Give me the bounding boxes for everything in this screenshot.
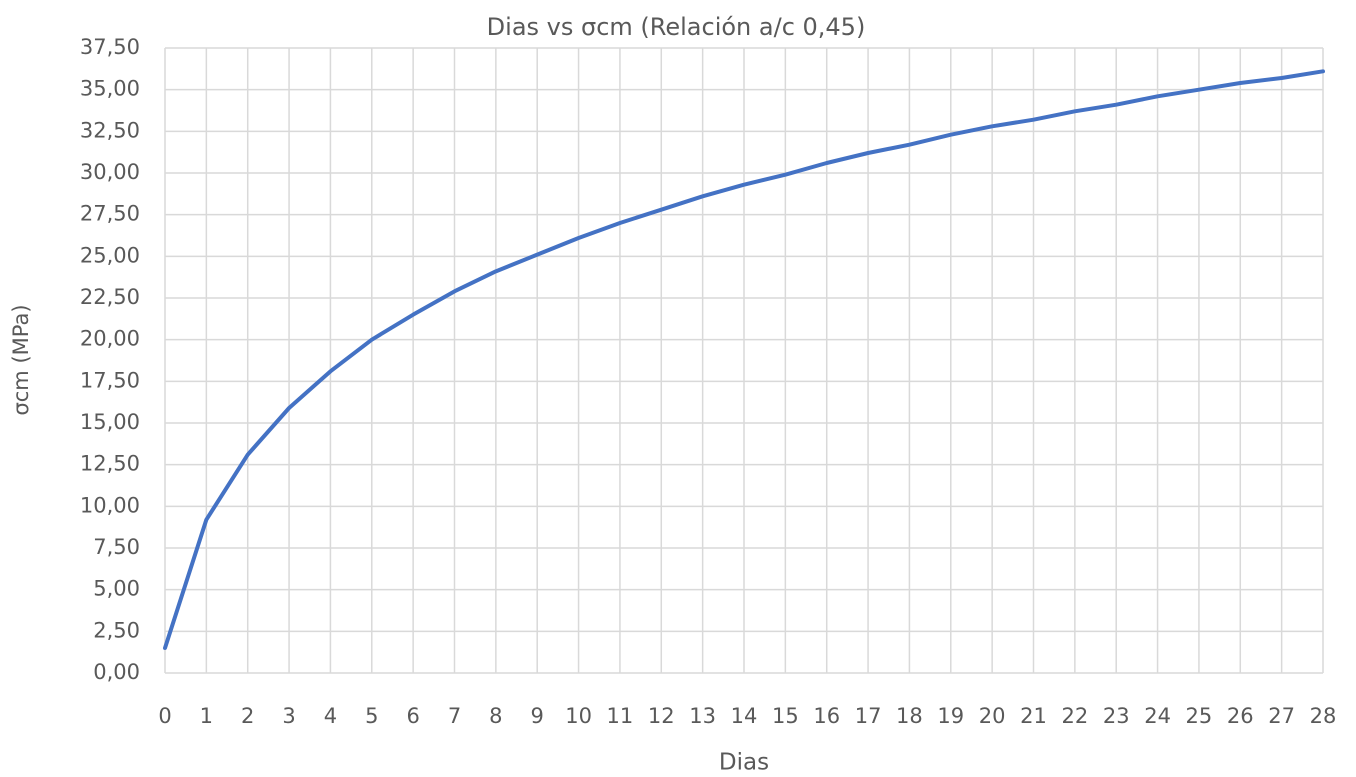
x-tick-label: 28 [1310,704,1337,728]
x-tick-label: 14 [731,704,758,728]
x-tick-label: 20 [979,704,1006,728]
y-tick-label: 30,00 [80,160,140,184]
x-tick-label: 19 [937,704,964,728]
x-tick-label: 2 [241,704,254,728]
x-tick-label: 26 [1227,704,1254,728]
line [163,69,1325,650]
x-tick-label: 27 [1268,704,1295,728]
x-tick-label: 8 [489,704,502,728]
x-tick-label: 23 [1103,704,1130,728]
y-tick-label: 5,00 [93,577,140,601]
x-tick-label: 6 [406,704,419,728]
x-tick-label: 16 [813,704,840,728]
chart-title: Dias vs σcm (Relación a/c 0,45) [487,13,866,41]
x-tick-label: 13 [689,704,716,728]
y-tick-label: 27,50 [80,202,140,226]
y-tick-label: 0,00 [93,660,140,684]
x-tick-label: 22 [1061,704,1088,728]
x-tick-label: 0 [158,704,171,728]
x-tick-label: 10 [565,704,592,728]
x-tick-label: 18 [896,704,923,728]
x-tick-label: 9 [531,704,544,728]
y-tick-label: 20,00 [80,327,140,351]
x-tick-label: 1 [200,704,213,728]
x-tick-label: 12 [648,704,675,728]
x-tick-label: 21 [1020,704,1047,728]
x-tick-label: 17 [855,704,882,728]
x-tick-label: 24 [1144,704,1171,728]
y-tick-label: 32,50 [80,118,140,142]
x-tick-label: 15 [772,704,799,728]
x-tick-label: 3 [282,704,295,728]
x-tick-label: 4 [324,704,337,728]
x-tick-label: 11 [607,704,634,728]
y-tick-label: 17,50 [80,368,140,392]
y-tick-label: 25,00 [80,243,140,267]
y-tick-label: 10,00 [80,493,140,517]
y-tick-label: 12,50 [80,452,140,476]
x-axis-label: Dias [719,750,769,776]
y-tick-label: 37,50 [80,35,140,59]
x-tick-label: 25 [1186,704,1213,728]
y-tick-label: 2,50 [93,618,140,642]
y-tick-label: 22,50 [80,285,140,309]
y-tick-label: 35,00 [80,77,140,101]
y-axis-label: σcm (MPa) [9,304,33,415]
x-tick-label: 5 [365,704,378,728]
x-tick-label: 7 [448,704,461,728]
y-tick-label: 7,50 [93,535,140,559]
y-tick-label: 15,00 [80,410,140,434]
